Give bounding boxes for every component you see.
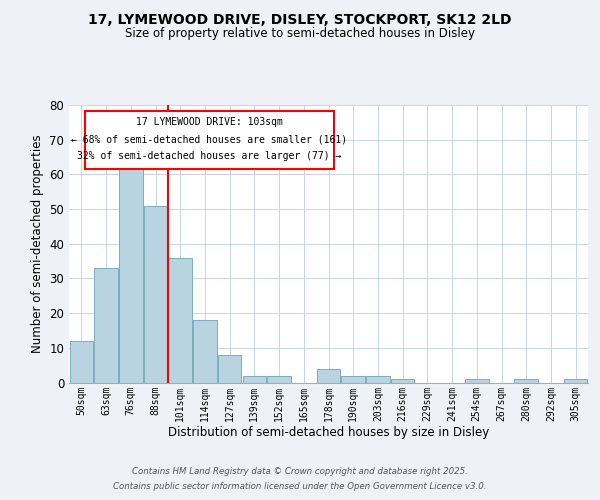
Text: ← 68% of semi-detached houses are smaller (161): ← 68% of semi-detached houses are smalle… (71, 134, 347, 144)
Text: 32% of semi-detached houses are larger (77) →: 32% of semi-detached houses are larger (… (77, 151, 341, 161)
Bar (317, 368, 340, 382)
Y-axis label: Number of semi-detached properties: Number of semi-detached properties (31, 134, 44, 353)
Bar (391, 379, 415, 382)
Text: 17, LYMEWOOD DRIVE, DISLEY, STOCKPORT, SK12 2LD: 17, LYMEWOOD DRIVE, DISLEY, STOCKPORT, S… (88, 12, 512, 26)
Text: Contains HM Land Registry data © Crown copyright and database right 2025.: Contains HM Land Registry data © Crown c… (132, 467, 468, 476)
Bar (169, 258, 192, 382)
Bar (119, 160, 143, 382)
Bar (242, 376, 266, 382)
Bar (218, 355, 241, 382)
Bar (465, 379, 488, 382)
Bar (341, 376, 365, 382)
Text: Size of property relative to semi-detached houses in Disley: Size of property relative to semi-detach… (125, 28, 475, 40)
Bar (144, 206, 167, 382)
FancyBboxPatch shape (85, 110, 334, 169)
Bar (94, 268, 118, 382)
Bar (268, 376, 291, 382)
Bar (564, 379, 587, 382)
Text: Contains public sector information licensed under the Open Government Licence v3: Contains public sector information licen… (113, 482, 487, 491)
X-axis label: Distribution of semi-detached houses by size in Disley: Distribution of semi-detached houses by … (168, 426, 489, 439)
Bar (366, 376, 389, 382)
Bar (514, 379, 538, 382)
Text: 17 LYMEWOOD DRIVE: 103sqm: 17 LYMEWOOD DRIVE: 103sqm (136, 118, 283, 128)
Bar (70, 341, 93, 382)
Bar (193, 320, 217, 382)
